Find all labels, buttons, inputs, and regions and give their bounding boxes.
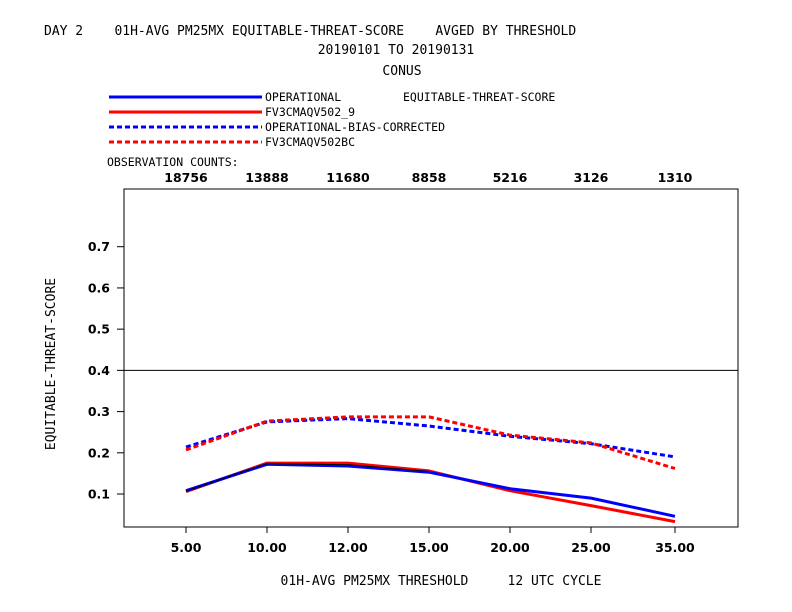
plot-frame xyxy=(123,188,739,528)
legend-entry-label: FV3CMAQV502BC xyxy=(265,135,355,149)
y-axis-label: EQUITABLE-THREAT-SCORE xyxy=(44,278,59,450)
y-tick-label: 0.6 xyxy=(88,280,110,295)
y-tick-label: 0.3 xyxy=(88,404,110,419)
x-tick-label: 10.00 xyxy=(247,540,287,555)
observation-count: 11680 xyxy=(326,170,370,185)
observation-counts-label: OBSERVATION COUNTS: xyxy=(107,155,239,169)
y-tick-label: 0.4 xyxy=(88,363,110,378)
x-tick-label: 25.00 xyxy=(571,540,611,555)
observation-count: 1310 xyxy=(658,170,693,185)
series-line-fv3cmaqv502bc xyxy=(185,415,676,470)
legend-statistic-label: EQUITABLE-THREAT-SCORE xyxy=(403,90,555,104)
x-tick-label: 15.00 xyxy=(409,540,449,555)
x-tick-label: 5.00 xyxy=(171,540,202,555)
series-line-operational xyxy=(185,462,676,518)
observation-count: 8858 xyxy=(412,170,447,185)
y-tick-label: 0.1 xyxy=(88,487,110,502)
chart-region: CONUS xyxy=(382,64,421,79)
x-axis-label: 01H-AVG PM25MX THRESHOLD 12 UTC CYCLE xyxy=(281,574,602,589)
legend-entry-label: OPERATIONAL-BIAS-CORRECTED xyxy=(265,120,445,134)
series-line-operational-bias-corrected xyxy=(185,417,676,459)
y-tick-label: 0.5 xyxy=(88,322,110,337)
series-overlap-line xyxy=(185,463,430,492)
legend-entry-label: FV3CMAQV502_9 xyxy=(265,105,355,119)
observation-counts: 18756 13888 11680 8858 5216 3126 1310 xyxy=(164,170,692,185)
observation-count: 5216 xyxy=(493,170,528,185)
x-tick-label: 35.00 xyxy=(655,540,695,555)
x-tick-label: 20.00 xyxy=(490,540,530,555)
observation-count: 18756 xyxy=(164,170,208,185)
y-tick-label: 0.2 xyxy=(88,445,110,460)
chart-date-range: 20190101 TO 20190131 xyxy=(318,43,475,58)
legend: OPERATIONALFV3CMAQV502_9OPERATIONAL-BIAS… xyxy=(109,90,555,149)
y-axis: 0.1 0.2 0.3 0.4 0.5 0.6 0.7 xyxy=(88,239,124,502)
legend-entry-label: OPERATIONAL xyxy=(265,90,341,104)
observation-count: 13888 xyxy=(245,170,289,185)
y-tick-label: 0.7 xyxy=(88,239,110,254)
series-layer xyxy=(185,415,676,524)
observation-count: 3126 xyxy=(574,170,609,185)
chart-title: DAY 2 01H-AVG PM25MX EQUITABLE-THREAT-SC… xyxy=(44,24,576,39)
x-axis: 5.00 10.00 12.00 15.00 20.00 25.00 35.00 xyxy=(171,527,695,555)
x-tick-label: 12.00 xyxy=(328,540,368,555)
